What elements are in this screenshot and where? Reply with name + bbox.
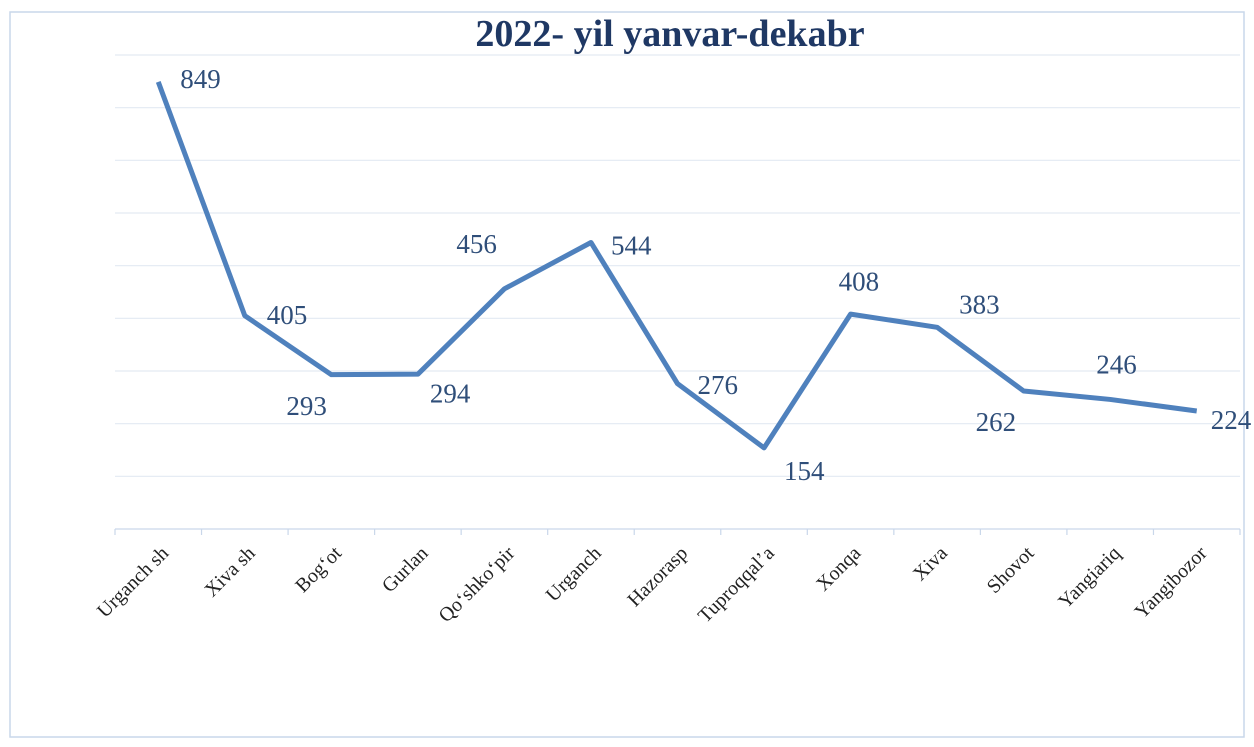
- data-label: 224: [1211, 405, 1252, 435]
- chart-border: [9, 11, 1245, 738]
- data-label: 293: [286, 391, 327, 421]
- data-label: 456: [456, 229, 497, 259]
- data-label: 154: [784, 456, 825, 486]
- line: [155, 80, 1198, 451]
- data-label: 383: [959, 289, 1000, 319]
- data-label: 276: [698, 370, 739, 400]
- data-label: 849: [180, 64, 221, 94]
- data-label: 544: [611, 231, 652, 261]
- data-label: 405: [267, 300, 308, 330]
- data-label: 246: [1096, 350, 1137, 380]
- data-label: 294: [430, 378, 471, 408]
- data-label: 262: [976, 407, 1017, 437]
- chart-title: 2022- yil yanvar-dekabr: [475, 13, 864, 55]
- data-label: 408: [839, 266, 880, 296]
